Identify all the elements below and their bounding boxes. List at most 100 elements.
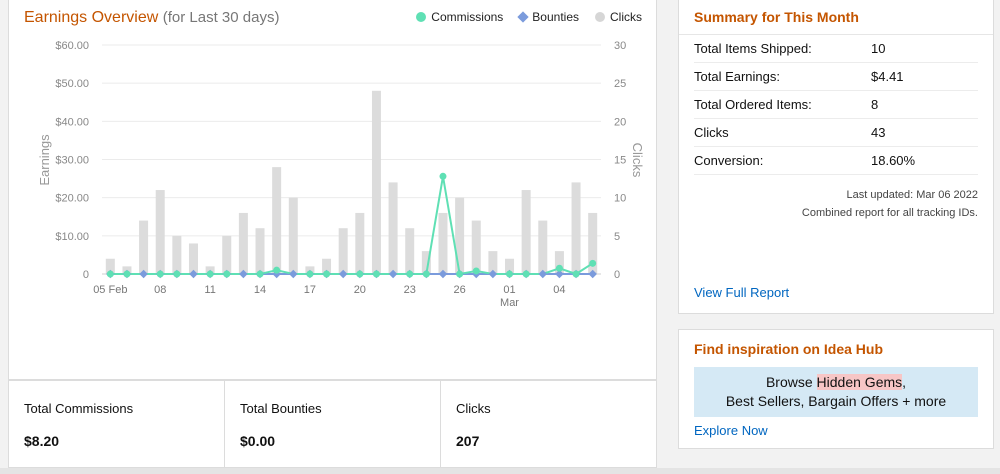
clicks-bar — [288, 197, 298, 274]
bounties-point — [189, 269, 198, 279]
idea-hub-banner[interactable]: Browse Hidden Gems, Best Sellers, Bargai… — [694, 367, 978, 417]
idea-hub-panel: Find inspiration on Idea Hub Browse Hidd… — [678, 329, 994, 449]
commissions-line — [110, 175, 594, 275]
idea-hub-title: Find inspiration on Idea Hub — [694, 341, 883, 357]
total-clicks-label: Clicks — [456, 401, 491, 416]
last-updated-text: Last updated: Mar 06 2022 — [846, 189, 978, 201]
legend-clicks[interactable]: Clicks — [595, 10, 642, 24]
chart-title-subtitle: (for Last 30 days) — [162, 9, 280, 26]
commissions-point — [472, 267, 480, 275]
clicks-bar — [554, 251, 564, 274]
legend-bounties-label: Bounties — [532, 10, 579, 24]
clicks-bar — [139, 220, 149, 274]
clicks-bar — [521, 190, 531, 274]
summary-value: 18.60% — [871, 153, 916, 168]
total-bounties-cell: Total Bounties $0.00 — [225, 381, 441, 467]
idea-hub-banner-line1: Browse Hidden Gems, — [694, 373, 978, 392]
clicks-bar — [272, 167, 282, 274]
y-tick-label: $30.00 — [55, 155, 89, 167]
legend-commissions[interactable]: Commissions — [416, 10, 503, 24]
commissions-point — [372, 270, 380, 278]
clicks-bar — [172, 235, 182, 274]
bounties-point — [388, 269, 398, 279]
clicks-dot-icon — [595, 12, 605, 22]
commissions-point — [406, 270, 414, 278]
y-tick-label: 0 — [83, 269, 89, 281]
total-commissions-cell: Total Commissions $8.20 — [9, 381, 225, 467]
y-axis-title: Earnings — [37, 134, 52, 186]
total-clicks-value: 207 — [456, 433, 480, 449]
clicks-bar — [455, 197, 465, 274]
commissions-point — [206, 270, 214, 278]
y2-axis-title: Clicks — [630, 143, 645, 178]
x-tick-label: 26 — [453, 284, 465, 296]
clicks-bar — [322, 258, 332, 274]
clicks-bar — [371, 90, 381, 274]
y2-tick-label: 30 — [614, 40, 626, 52]
bounties-point — [239, 269, 248, 279]
commissions-point — [456, 270, 464, 278]
clicks-bar — [338, 228, 348, 274]
y2-tick-label: 15 — [614, 155, 626, 167]
x-tick-label: 14 — [254, 284, 266, 296]
commissions-point — [555, 264, 563, 272]
clicks-bar — [471, 220, 481, 274]
total-bounties-value: $0.00 — [240, 433, 276, 449]
x-tick-label: 01 — [503, 284, 515, 296]
y2-tick-label: 20 — [614, 116, 626, 128]
bottom-scroll-edge — [0, 468, 1000, 474]
total-bounties-label: Total Bounties — [240, 401, 322, 416]
commissions-point — [123, 270, 131, 278]
total-clicks-cell: Clicks 207 — [441, 381, 656, 467]
x-tick-label: 20 — [354, 284, 366, 296]
bounties-point — [438, 269, 448, 279]
chart-legend: Commissions Bounties Clicks — [416, 10, 642, 24]
summary-meta: Last updated: Mar 06 2022 Combined repor… — [679, 186, 978, 222]
legend-bounties[interactable]: Bounties — [517, 10, 579, 24]
y-tick-label: $40.00 — [55, 116, 89, 128]
clicks-bar — [388, 182, 398, 274]
bounties-point — [588, 269, 597, 279]
x-tick-sublabel: Mar — [500, 297, 519, 309]
idea-hub-banner-line2: Best Sellers, Bargain Offers + more — [725, 393, 947, 409]
y-tick-label: $50.00 — [55, 78, 89, 90]
commissions-point — [356, 270, 364, 278]
bounties-point — [338, 269, 348, 279]
y2-tick-label: 10 — [614, 193, 626, 205]
chart-title: Earnings Overview (for Last 30 days) — [24, 9, 279, 27]
summary-row-clicks: Clicks 43 — [694, 119, 978, 147]
y2-tick-label: 5 — [614, 231, 620, 243]
banner-prefix: Browse — [765, 374, 817, 390]
clicks-bar — [588, 212, 598, 274]
commissions-point — [589, 259, 597, 267]
bounties-point — [289, 269, 298, 279]
clicks-bar — [405, 228, 415, 274]
summary-value: $4.41 — [871, 69, 904, 84]
legend-commissions-label: Commissions — [431, 10, 504, 24]
y2-tick-label: 25 — [614, 78, 626, 90]
commissions-point — [223, 270, 231, 278]
clicks-bar — [488, 251, 498, 274]
clicks-bar — [538, 220, 548, 274]
summary-label: Total Items Shipped: — [694, 41, 812, 56]
summary-row-total-earnings: Total Earnings: $4.41 — [694, 63, 978, 91]
x-tick-label: 11 — [204, 284, 215, 296]
x-tick-label: 23 — [404, 284, 416, 296]
banner-suffix: , — [902, 374, 907, 390]
explore-now-link[interactable]: Explore Now — [694, 423, 768, 438]
y2-tick-label: 0 — [614, 269, 620, 281]
y-tick-label: $60.00 — [55, 40, 89, 52]
commissions-dot-icon — [416, 12, 427, 22]
commissions-point — [106, 270, 114, 278]
x-tick-label: 17 — [304, 284, 316, 296]
y-tick-label: $20.00 — [55, 193, 89, 205]
view-full-report-link[interactable]: View Full Report — [694, 285, 790, 300]
commissions-point — [522, 270, 530, 278]
combined-report-note: Combined report for all tracking IDs. — [801, 207, 978, 219]
clicks-bar — [188, 243, 198, 274]
earnings-chart: 0 $10.00 $20.00 $30.00 $40.00 $50.00 $60.00 0 5 1… — [37, 40, 645, 309]
clicks-bar — [438, 212, 448, 274]
x-tick-label: 04 — [553, 284, 565, 296]
commissions-point — [506, 270, 514, 278]
total-commissions-label: Total Commissions — [24, 401, 134, 416]
